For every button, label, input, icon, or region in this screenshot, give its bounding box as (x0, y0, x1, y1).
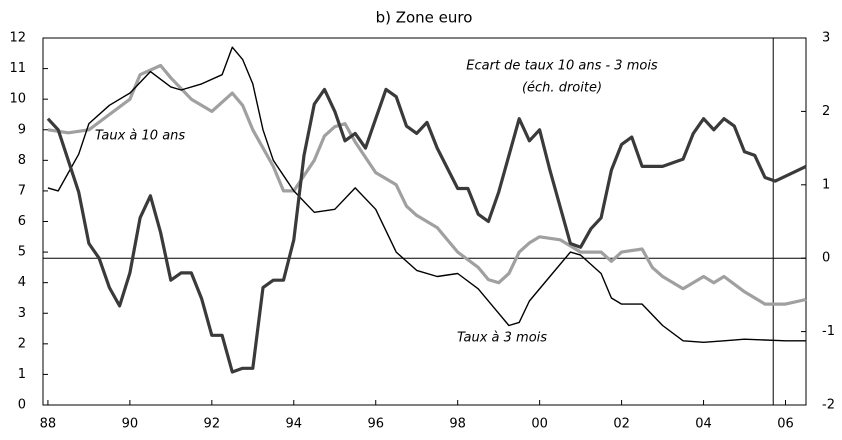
y-tick-label: 4 (18, 275, 26, 290)
y-tick-label: 12 (9, 31, 26, 46)
x-tick-label: 04 (695, 417, 712, 432)
y-tick-label: 6 (18, 214, 26, 229)
series-line (47, 46, 806, 343)
x-tick-label: 92 (204, 417, 221, 432)
x-tick-label: 00 (531, 417, 548, 432)
y-tick-label: 2 (18, 336, 26, 351)
y2-tick-label: 2 (822, 104, 830, 119)
series-label: Ecart de taux 10 ans - 3 mois (466, 59, 658, 74)
x-tick-label: 90 (122, 417, 139, 432)
y-tick-label: 3 (18, 306, 26, 321)
y2-tick-label: -1 (822, 324, 835, 339)
x-tick-label: 94 (286, 417, 303, 432)
x-tick-label: 02 (613, 417, 630, 432)
y-tick-label: 11 (9, 61, 26, 76)
x-tick-label: 88 (40, 417, 57, 432)
x-tick-label: 06 (777, 417, 794, 432)
series-line (47, 63, 807, 306)
y-tick-label: 0 (18, 398, 26, 413)
y2-tick-label: 1 (822, 177, 830, 192)
y2-tick-label: -2 (822, 398, 835, 413)
annotation: (éch. droite) (522, 81, 602, 96)
y-tick-label: 1 (18, 367, 26, 382)
x-tick-label: 96 (367, 417, 384, 432)
series-line (46, 87, 807, 374)
y2-tick-label: 0 (822, 251, 830, 266)
y-tick-label: 7 (18, 183, 26, 198)
chart-title: b) Zone euro (376, 9, 473, 27)
series-label: Taux à 3 mois (457, 331, 547, 346)
y-tick-label: 8 (18, 153, 26, 168)
y-tick-label: 9 (18, 122, 26, 137)
y-tick-label: 10 (9, 92, 26, 107)
y2-tick-label: 3 (822, 31, 830, 46)
y-tick-label: 5 (18, 245, 26, 260)
series-label: Taux à 10 ans (95, 129, 186, 144)
x-tick-label: 98 (449, 417, 466, 432)
